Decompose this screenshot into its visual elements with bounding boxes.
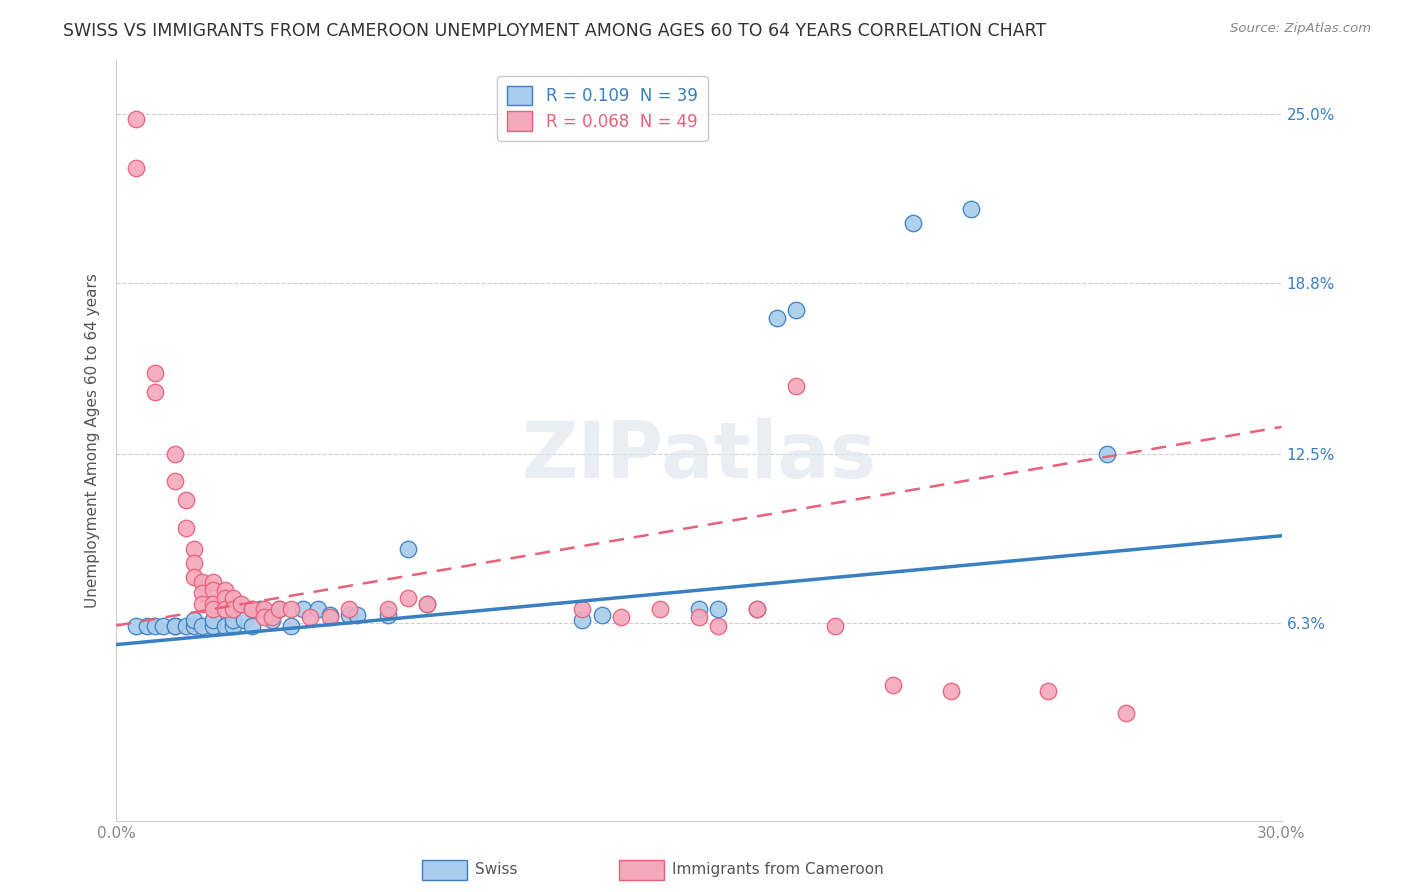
Point [765,311,787,326]
Point [1038,684,1060,698]
Point [202,618,225,632]
Text: Swiss: Swiss [475,863,517,877]
Point [253,610,276,624]
Text: SWISS VS IMMIGRANTS FROM CAMEROON UNEMPLOYMENT AMONG AGES 60 TO 64 YEARS CORRELA: SWISS VS IMMIGRANTS FROM CAMEROON UNEMPL… [63,22,1046,40]
Point [136,618,159,632]
Point [416,597,439,611]
Point [707,618,730,632]
Point [269,602,291,616]
Point [299,610,322,624]
Point [959,202,981,217]
Y-axis label: Unemployment Among Ages 60 to 64 years: Unemployment Among Ages 60 to 64 years [86,273,100,608]
Point [260,610,283,624]
Point [319,610,342,624]
Point [214,591,236,606]
Point [190,574,212,589]
Point [416,597,439,611]
Point [901,216,924,230]
Point [163,447,186,461]
Point [163,618,186,632]
Point [183,569,205,583]
Point [190,597,212,611]
Point [280,602,302,616]
Point [571,602,593,616]
Point [747,602,769,616]
Point [253,602,276,616]
Point [222,618,245,632]
Point [377,602,399,616]
Point [202,613,225,627]
Point [143,618,166,632]
Point [396,542,419,557]
Point [214,602,236,616]
Point [240,618,263,632]
Point [202,574,225,589]
Point [291,602,314,616]
Point [183,556,205,570]
Point [125,161,148,176]
Point [269,602,291,616]
Point [163,475,186,489]
Point [183,618,205,632]
Point [610,610,633,624]
Point [377,607,399,622]
Point [249,602,271,616]
Point [143,366,166,380]
Point [190,586,212,600]
Point [688,602,710,616]
Point [882,678,904,692]
Point [214,583,236,598]
Point [571,613,593,627]
Point [319,607,342,622]
Text: Source: ZipAtlas.com: Source: ZipAtlas.com [1230,22,1371,36]
Point [143,384,166,399]
Point [222,613,245,627]
Point [202,583,225,598]
Point [202,597,225,611]
Legend: R = 0.109  N = 39, R = 0.068  N = 49: R = 0.109 N = 39, R = 0.068 N = 49 [498,76,707,141]
Point [190,618,212,632]
Point [346,607,368,622]
Point [174,618,197,632]
Text: Immigrants from Cameroon: Immigrants from Cameroon [672,863,884,877]
Point [233,613,256,627]
Point [174,493,197,508]
Point [707,602,730,616]
Point [1115,706,1137,720]
Point [183,613,205,627]
Point [240,602,263,616]
Point [591,607,613,622]
Point [163,618,186,632]
Point [174,520,197,534]
Point [260,613,283,627]
Point [152,618,174,632]
Point [125,618,148,632]
Point [1095,447,1118,461]
Point [229,597,252,611]
Point [785,379,807,393]
Point [941,684,963,698]
Point [307,602,329,616]
Point [337,602,360,616]
Point [747,602,769,616]
Point [240,602,263,616]
Point [688,610,710,624]
Point [183,542,205,557]
Point [214,618,236,632]
Point [222,591,245,606]
Point [785,302,807,317]
Point [396,591,419,606]
Point [222,602,245,616]
Point [648,602,671,616]
Point [337,607,360,622]
Point [280,618,302,632]
Point [202,602,225,616]
Point [125,112,148,127]
Point [824,618,846,632]
Text: ZIPatlas: ZIPatlas [522,417,876,494]
